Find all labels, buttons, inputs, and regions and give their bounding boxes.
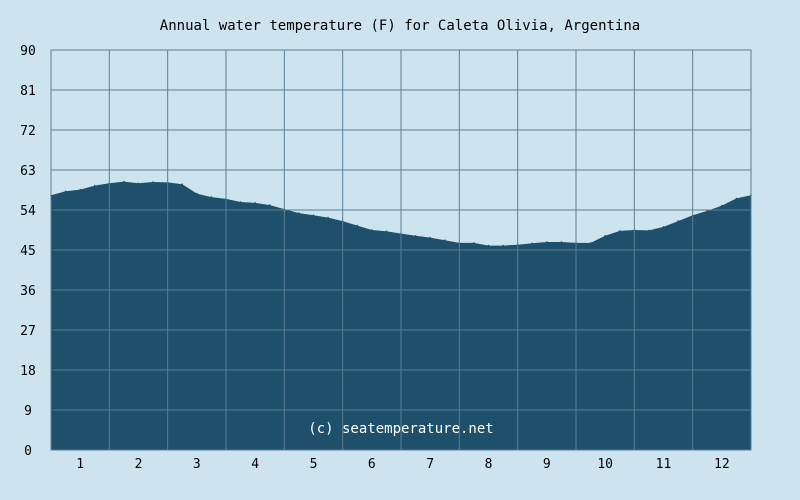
plot-border (50, 49, 752, 451)
y-tick-label: 36 (20, 284, 36, 299)
data-point (648, 229, 650, 232)
x-tick-label: 7 (426, 457, 434, 472)
data-point (239, 201, 242, 203)
data-point (327, 216, 329, 219)
data-point (502, 244, 504, 247)
x-tick-label: 9 (543, 457, 551, 472)
data-point (64, 190, 67, 193)
data-point (210, 196, 213, 198)
data-point (93, 184, 96, 187)
x-tick-label: 8 (485, 457, 493, 472)
y-tick-label: 72 (20, 124, 36, 139)
data-point (356, 224, 359, 227)
data-point (735, 197, 738, 200)
x-tick-label: 10 (597, 457, 613, 472)
data-point (371, 229, 373, 231)
y-tick-label: 9 (24, 404, 32, 419)
chart-title: Annual water temperature (F) for Caleta … (159, 18, 641, 34)
data-point (487, 244, 490, 247)
data-point (618, 230, 621, 232)
data-point (268, 204, 271, 206)
data-point (137, 182, 140, 185)
data-point (312, 214, 315, 217)
data-point (677, 220, 679, 222)
x-tick-label: 11 (656, 457, 672, 472)
data-point (385, 230, 388, 233)
data-point (546, 241, 548, 243)
x-tick-label: 3 (193, 457, 201, 472)
watermark: (c) seatemperature.net (308, 421, 493, 437)
y-tick-label: 45 (20, 244, 36, 259)
data-point (123, 180, 125, 183)
data-point (473, 242, 475, 244)
data-point (589, 242, 592, 244)
data-point (254, 202, 256, 204)
data-point (604, 234, 606, 237)
data-point (443, 239, 446, 242)
data-point (196, 192, 198, 195)
x-tick-label: 2 (135, 457, 143, 472)
y-tick-label: 0 (24, 444, 32, 459)
data-point (721, 204, 723, 207)
y-tick-label: 63 (20, 164, 36, 179)
data-point (429, 236, 431, 239)
y-tick-label: 54 (20, 204, 36, 219)
data-point (79, 188, 81, 191)
y-tick-label: 90 (20, 44, 36, 59)
data-point (414, 234, 417, 237)
y-tick-label: 18 (20, 364, 36, 379)
y-tick-label: 81 (20, 84, 36, 99)
x-tick-label: 6 (368, 457, 376, 472)
x-tick-label: 5 (310, 457, 318, 472)
y-tick-label: 27 (20, 324, 36, 339)
x-tick-label: 12 (714, 457, 730, 472)
data-point (662, 226, 665, 228)
data-point (152, 181, 154, 183)
data-point (560, 241, 563, 243)
x-tick-label: 1 (76, 457, 84, 472)
data-point (181, 183, 184, 186)
data-point (531, 242, 534, 245)
x-tick-label: 4 (251, 457, 259, 472)
data-point (298, 212, 300, 214)
